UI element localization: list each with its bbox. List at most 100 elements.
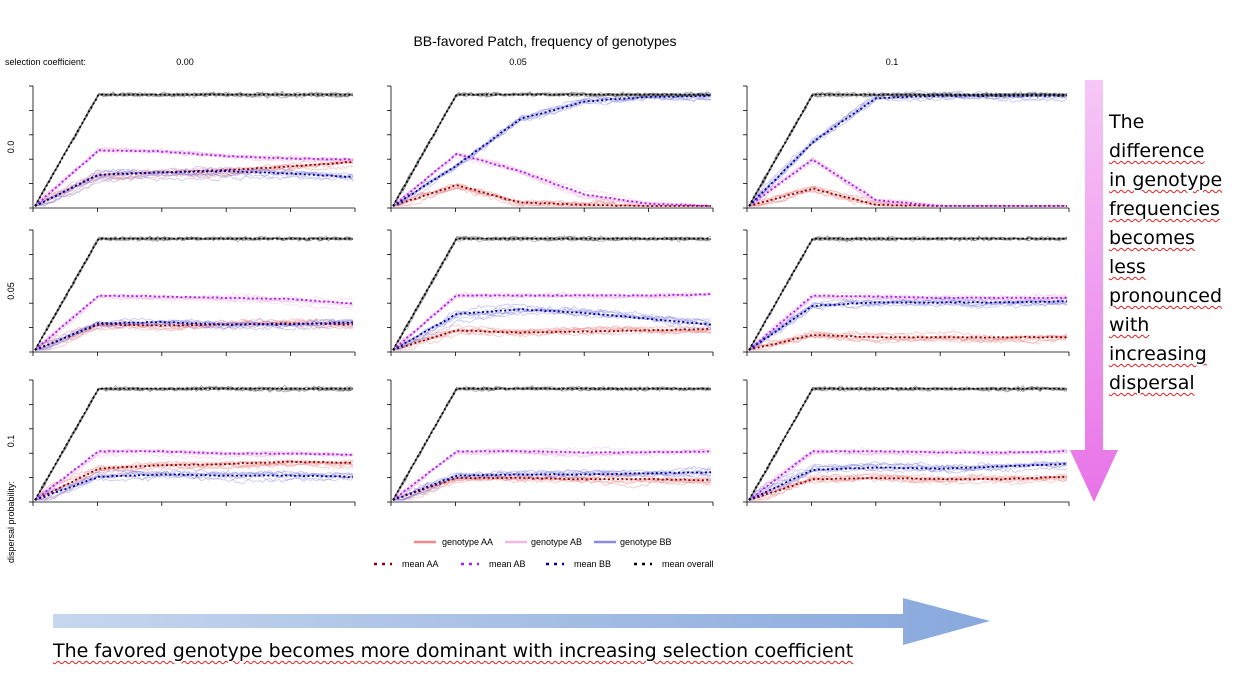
mean-line-overall	[392, 387, 711, 501]
trace-genotype-bb	[34, 472, 354, 501]
legend-label-mean-aa: mean AA	[402, 559, 439, 569]
trace-genotype-overall	[392, 385, 712, 501]
annotation-line: The	[1109, 111, 1145, 133]
mean-line-aa	[748, 334, 1068, 351]
trace-genotype-overall	[748, 92, 1068, 207]
trace-genotype-overall	[748, 235, 1068, 351]
trace-genotype-ab	[34, 449, 354, 501]
annotation-line: dispersal	[1109, 372, 1195, 394]
trace-genotype-bb	[392, 305, 712, 351]
trace-genotype-overall	[34, 91, 354, 207]
mean-line-overall	[392, 237, 711, 351]
trace-genotype-bb	[748, 460, 1068, 501]
trace-genotype-overall	[748, 236, 1067, 351]
trace-genotype-bb	[748, 90, 1068, 207]
panel-0.05-0.1	[743, 229, 1070, 356]
mean-line-overall	[748, 93, 1067, 207]
trace-genotype-overall	[748, 91, 1068, 207]
trace-genotype-ab	[748, 294, 1068, 351]
trace-genotype-aa	[748, 474, 1068, 501]
trace-genotype-overall	[748, 91, 1068, 207]
trace-genotype-ab	[392, 292, 712, 351]
trace-genotype-overall	[748, 235, 1068, 351]
trace-genotype-overall	[748, 236, 1068, 351]
annotation-text: The favored genotype becomes more domina…	[53, 640, 854, 662]
trace-genotype-bb	[392, 465, 712, 501]
panel-0.05-0.05	[387, 229, 714, 356]
mean-line-bb	[392, 94, 712, 207]
trace-genotype-ab	[392, 152, 712, 207]
trace-genotype-bb	[748, 91, 1068, 207]
legend-label-genotype-bb: genotype BB	[620, 537, 672, 547]
trace-genotype-bb	[748, 91, 1068, 207]
row-header-0: 0.0	[6, 141, 16, 154]
mean-line-ab	[34, 294, 354, 351]
trace-genotype-bb	[748, 90, 1068, 207]
panel-0.0-0.00	[29, 85, 356, 212]
annotation-line: difference	[1109, 140, 1205, 162]
trace-genotype-overall	[748, 236, 1068, 351]
annotation-line: pronounced	[1109, 285, 1223, 307]
trace-genotype-bb	[748, 92, 1068, 207]
annotation-line: in genotype	[1109, 169, 1223, 191]
column-header-2: 0.1	[886, 57, 899, 67]
column-header-0: 0.00	[176, 57, 194, 67]
trace-genotype-aa	[748, 473, 1068, 501]
trace-genotype-bb	[392, 307, 712, 351]
trace-genotype-overall	[748, 235, 1068, 351]
trace-genotype-bb	[392, 310, 712, 351]
trace-genotype-bb	[34, 168, 354, 207]
trace-genotype-ab	[748, 157, 1068, 207]
trace-genotype-bb	[748, 91, 1068, 207]
trace-genotype-ab	[748, 293, 1068, 351]
annotation-line: becomes	[1109, 227, 1195, 249]
trace-genotype-bb	[748, 299, 1068, 351]
legend-label-mean-overall: mean overall	[662, 559, 714, 569]
mean-line-ab	[392, 449, 712, 501]
trace-genotype-aa	[748, 185, 1067, 207]
trace-genotype-bb	[393, 469, 712, 501]
panel-0.1-0.00	[29, 379, 356, 506]
trace-genotype-bb	[34, 317, 354, 351]
mean-line-overall	[34, 93, 353, 207]
trace-genotype-aa	[34, 157, 354, 207]
row-header-2: 0.1	[6, 435, 16, 448]
chart-title: BB-favored Patch, frequency of genotypes	[413, 33, 676, 49]
mean-line-overall	[748, 237, 1067, 351]
mean-line-overall	[34, 387, 353, 501]
mean-line-overall	[392, 93, 711, 207]
trace-genotype-bb	[748, 296, 1068, 351]
column-header-1: 0.05	[509, 57, 527, 67]
mean-line-bb	[34, 473, 354, 501]
panel-0.0-0.05	[387, 85, 714, 212]
mean-line-ab	[392, 293, 711, 351]
trace-genotype-bb	[34, 469, 354, 501]
right-arrow	[53, 598, 990, 645]
trace-genotype-ab	[748, 159, 1068, 207]
trace-genotype-ab	[392, 153, 712, 207]
trace-genotype-ab	[392, 292, 712, 351]
trace-genotype-aa	[748, 335, 1068, 351]
panel-0.0-0.1	[743, 85, 1070, 212]
trace-genotype-ab	[392, 151, 711, 207]
trace-genotype-overall	[748, 235, 1068, 351]
trace-genotype-ab	[748, 156, 1067, 207]
trace-genotype-overall	[748, 90, 1068, 207]
trace-genotype-overall	[748, 92, 1068, 207]
column-headers: 0.00 0.05 0.1	[176, 57, 898, 67]
mean-line-aa	[34, 460, 354, 501]
mean-line-overall	[34, 237, 353, 351]
panel-0.1-0.1	[743, 379, 1070, 506]
mean-line-overall	[748, 387, 1067, 501]
annotation-line: frequencies	[1109, 198, 1220, 220]
trace-genotype-ab	[748, 158, 1067, 207]
mean-line-ab	[34, 149, 354, 207]
mean-line-bb	[748, 462, 1068, 501]
trace-genotype-aa	[392, 326, 712, 351]
trace-genotype-bb	[393, 470, 712, 501]
dispersal-annotation: The difference in genotype frequencies b…	[1109, 108, 1239, 398]
mean-line-ab	[748, 158, 1067, 207]
trace-genotype-ab	[748, 156, 1067, 207]
row-header-1: 0.05	[6, 282, 16, 300]
